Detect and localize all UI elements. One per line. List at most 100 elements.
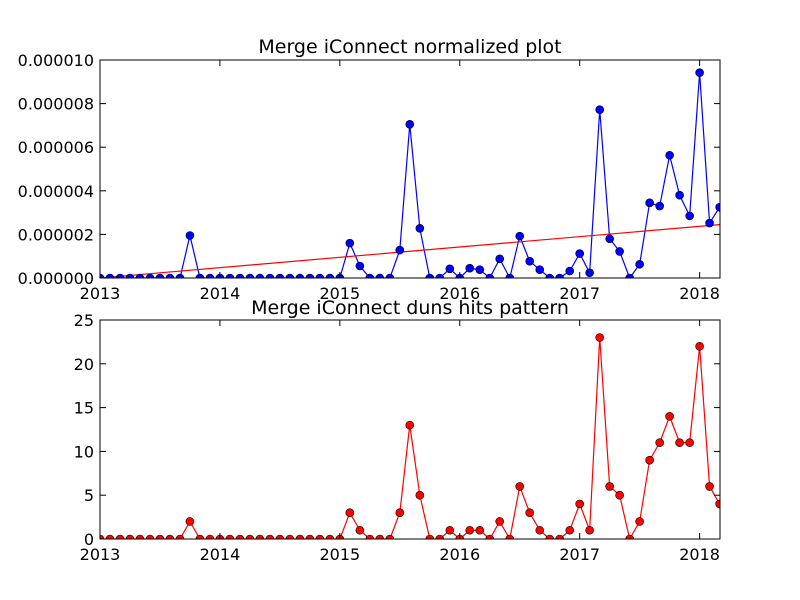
axes-frame bbox=[99, 59, 721, 279]
plot-clip-group bbox=[100, 68, 720, 278]
data-point bbox=[415, 224, 425, 233]
data-point bbox=[705, 482, 714, 491]
data-point bbox=[615, 247, 624, 256]
data-point bbox=[185, 231, 195, 240]
data-point bbox=[325, 273, 335, 278]
data-point bbox=[285, 534, 295, 539]
data-point bbox=[525, 256, 534, 266]
data-point bbox=[385, 534, 395, 539]
data-point bbox=[185, 517, 195, 526]
data-point bbox=[345, 508, 355, 518]
data-point bbox=[595, 333, 605, 342]
data-point bbox=[355, 525, 365, 535]
data-point bbox=[535, 265, 545, 275]
data-point bbox=[655, 201, 664, 211]
x-tick-label: 2018 bbox=[679, 545, 720, 564]
data-point bbox=[585, 525, 594, 535]
data-point bbox=[125, 273, 135, 278]
chart-title: Merge iConnect normalized plot bbox=[258, 36, 561, 58]
data-point bbox=[395, 245, 405, 255]
data-point bbox=[405, 120, 415, 129]
x-tick-label: 2017 bbox=[559, 284, 600, 303]
data-point bbox=[675, 190, 684, 200]
data-point bbox=[100, 534, 105, 539]
data-point bbox=[415, 490, 425, 500]
data-point bbox=[515, 482, 525, 491]
x-tick-label: 2016 bbox=[439, 284, 480, 303]
data-point bbox=[305, 273, 315, 278]
data-point bbox=[295, 534, 305, 539]
data-point bbox=[225, 273, 235, 278]
data-point bbox=[555, 273, 564, 278]
data-point bbox=[435, 273, 445, 278]
data-point bbox=[195, 273, 205, 278]
data-point bbox=[255, 273, 265, 278]
data-point bbox=[595, 105, 605, 114]
data-point bbox=[465, 263, 475, 273]
y-tick-label: 20 bbox=[74, 355, 94, 374]
data-point bbox=[535, 525, 545, 535]
data-point bbox=[545, 534, 555, 539]
chart-title: Merge iConnect duns hits pattern bbox=[251, 297, 569, 319]
data-point bbox=[365, 534, 375, 539]
x-tick-label: 2014 bbox=[200, 545, 241, 564]
data-point bbox=[605, 482, 614, 491]
data-point bbox=[685, 438, 694, 447]
data-point bbox=[695, 68, 704, 77]
data-point bbox=[105, 534, 115, 539]
data-point bbox=[245, 534, 255, 539]
data-point bbox=[565, 266, 575, 276]
data-point bbox=[115, 273, 125, 278]
y-tick-label: 10 bbox=[74, 442, 94, 461]
data-point bbox=[125, 534, 135, 539]
data-point bbox=[265, 273, 275, 278]
data-point bbox=[495, 254, 505, 264]
y-tick-label: 5 bbox=[84, 486, 94, 505]
data-point bbox=[135, 534, 145, 539]
y-tick-label: 0.000008 bbox=[18, 95, 94, 114]
data-point bbox=[665, 412, 674, 421]
y-tick-label: 15 bbox=[74, 399, 94, 418]
chart-duns-hits-pattern: Merge iConnect duns hits pattern 2013 201… bbox=[74, 297, 721, 564]
data-point bbox=[565, 525, 575, 535]
data-point bbox=[175, 534, 185, 539]
data-point bbox=[375, 273, 385, 278]
data-point bbox=[395, 508, 405, 518]
data-point bbox=[695, 341, 704, 351]
data-point bbox=[575, 499, 584, 509]
trend-line bbox=[100, 223, 720, 278]
data-point bbox=[465, 525, 475, 535]
data-point bbox=[155, 273, 165, 278]
data-point bbox=[295, 273, 305, 278]
axes-frame bbox=[99, 319, 721, 540]
data-point bbox=[315, 534, 325, 539]
data-point bbox=[365, 273, 375, 278]
data-point bbox=[635, 259, 644, 269]
tick-labels: 2013 2014 2015 2016 2017 2018 0.000000 0.000002… bbox=[18, 51, 720, 303]
data-point bbox=[705, 218, 714, 228]
data-point bbox=[495, 517, 505, 526]
data-point bbox=[425, 534, 435, 539]
y-tick-label: 0.000010 bbox=[18, 51, 94, 70]
y-tick-label: 0.000000 bbox=[18, 269, 94, 288]
data-point bbox=[615, 490, 624, 500]
data-point bbox=[505, 273, 515, 278]
data-point bbox=[475, 265, 485, 275]
data-point bbox=[485, 273, 495, 278]
data-point bbox=[625, 273, 634, 278]
x-tick-label: 2017 bbox=[559, 545, 600, 564]
data-point bbox=[275, 273, 285, 278]
data-point bbox=[115, 534, 125, 539]
data-point bbox=[645, 198, 654, 208]
plot-area bbox=[100, 68, 720, 278]
data-point bbox=[645, 455, 654, 465]
tick-labels: 2013 2014 2015 2016 2017 2018 0 5 10 15 20 25 bbox=[74, 311, 720, 564]
data-point bbox=[235, 273, 245, 278]
x-tick-label: 2013 bbox=[80, 284, 121, 303]
data-point bbox=[145, 273, 155, 278]
data-point bbox=[485, 534, 495, 539]
data-point bbox=[225, 534, 235, 539]
data-point bbox=[205, 273, 215, 278]
